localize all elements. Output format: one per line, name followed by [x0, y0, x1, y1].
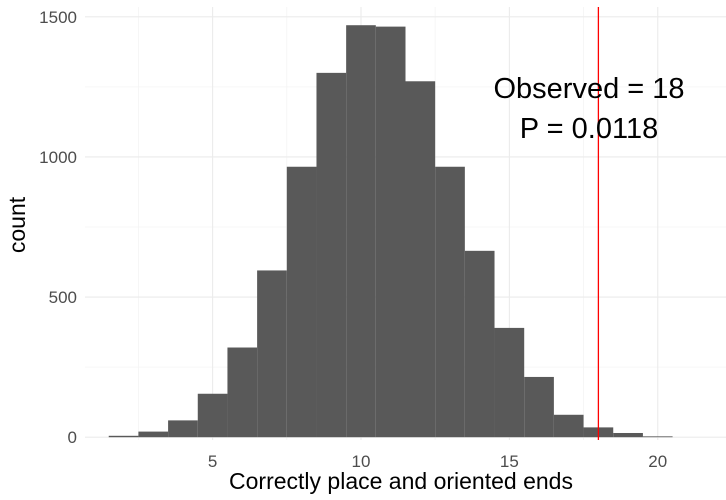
histogram-bars: [108, 25, 673, 438]
histogram-bar: [494, 327, 525, 438]
histogram-bar: [168, 420, 198, 438]
y-tick-label: 1500: [39, 8, 77, 27]
histogram-bar: [108, 435, 139, 438]
x-tick-label: 10: [352, 452, 371, 471]
x-tick-label: 5: [208, 452, 217, 471]
x-axis-title: Correctly place and oriented ends: [229, 468, 573, 494]
histogram-bar: [553, 414, 584, 438]
histogram-bar: [316, 72, 347, 438]
histogram-bar: [227, 347, 258, 438]
y-axis-ticks: 0 500 1000 1500: [39, 8, 77, 447]
histogram-bar: [197, 393, 228, 438]
histogram-bar: [405, 81, 436, 438]
y-axis-title: count: [4, 196, 30, 253]
histogram-bar: [257, 270, 287, 438]
y-tick-label: 0: [68, 428, 77, 447]
histogram-bar: [286, 166, 317, 438]
x-tick-label: 20: [648, 452, 667, 471]
y-tick-label: 500: [49, 288, 77, 307]
y-tick-label: 1000: [39, 148, 77, 167]
histogram-bar: [435, 166, 465, 438]
histogram-bar: [346, 25, 376, 438]
histogram-bar: [642, 436, 673, 438]
histogram-bar: [613, 432, 643, 438]
p-value-annotation: P = 0.0118: [520, 113, 658, 145]
x-tick-label: 15: [500, 452, 519, 471]
histogram-bar: [524, 376, 554, 438]
x-axis-ticks: 5 10 15 20: [208, 452, 667, 471]
histogram-bar: [375, 26, 406, 438]
histogram-bar: [138, 431, 169, 438]
histogram-bar: [464, 250, 495, 438]
observed-annotation: Observed = 18: [493, 73, 684, 105]
